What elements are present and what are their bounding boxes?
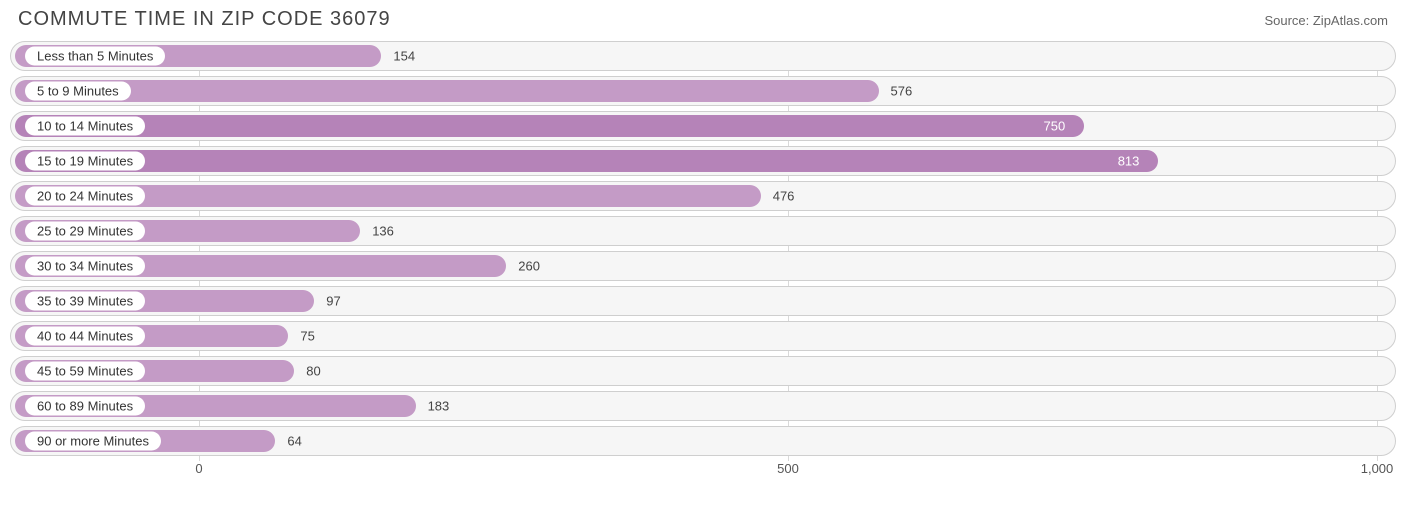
bar-row: 40 to 44 Minutes 75 xyxy=(10,321,1396,351)
bar-row: 45 to 59 Minutes 80 xyxy=(10,356,1396,386)
bars-container: Less than 5 Minutes 154 5 to 9 Minutes 576 1… xyxy=(10,41,1396,456)
bar-row: 15 to 19 Minutes 813 xyxy=(10,146,1396,176)
bar-row: 30 to 34 Minutes 260 xyxy=(10,251,1396,281)
value-label: 260 xyxy=(518,259,540,274)
bar xyxy=(15,80,879,102)
category-label: 5 to 9 Minutes xyxy=(25,82,131,101)
chart-source: Source: ZipAtlas.com xyxy=(1264,13,1388,28)
category-label: 60 to 89 Minutes xyxy=(25,397,145,416)
bar-row: 90 or more Minutes 64 xyxy=(10,426,1396,456)
chart-area: Less than 5 Minutes 154 5 to 9 Minutes 576 1… xyxy=(10,41,1396,483)
bar-row: 5 to 9 Minutes 576 xyxy=(10,76,1396,106)
value-label: 476 xyxy=(773,189,795,204)
chart-header: Commute Time in Zip Code 36079 Source: Z… xyxy=(0,0,1406,35)
category-label: 25 to 29 Minutes xyxy=(25,222,145,241)
bar-row: 25 to 29 Minutes 136 xyxy=(10,216,1396,246)
x-axis: 0 500 1,000 xyxy=(10,461,1396,483)
value-label: 183 xyxy=(428,399,450,414)
category-label: 45 to 59 Minutes xyxy=(25,362,145,381)
bar-row: 60 to 89 Minutes 183 xyxy=(10,391,1396,421)
category-label: 20 to 24 Minutes xyxy=(25,187,145,206)
value-label: 136 xyxy=(372,224,394,239)
value-label: 80 xyxy=(306,364,320,379)
value-label: 97 xyxy=(326,294,340,309)
x-tick: 0 xyxy=(195,461,202,476)
value-label: 75 xyxy=(300,329,314,344)
x-tick: 1,000 xyxy=(1361,461,1394,476)
x-tick: 500 xyxy=(777,461,799,476)
value-label: 813 xyxy=(1118,154,1140,169)
chart-title: Commute Time in Zip Code 36079 xyxy=(18,8,391,31)
bar-row: 35 to 39 Minutes 97 xyxy=(10,286,1396,316)
category-label: 15 to 19 Minutes xyxy=(25,152,145,171)
bar-row: 10 to 14 Minutes 750 xyxy=(10,111,1396,141)
value-label: 64 xyxy=(287,434,301,449)
category-label: 10 to 14 Minutes xyxy=(25,117,145,136)
category-label: 35 to 39 Minutes xyxy=(25,292,145,311)
value-label: 750 xyxy=(1044,119,1066,134)
bar-row: Less than 5 Minutes 154 xyxy=(10,41,1396,71)
category-label: 90 or more Minutes xyxy=(25,432,161,451)
category-label: 30 to 34 Minutes xyxy=(25,257,145,276)
bar-row: 20 to 24 Minutes 476 xyxy=(10,181,1396,211)
bar xyxy=(15,115,1084,137)
category-label: 40 to 44 Minutes xyxy=(25,327,145,346)
value-label: 154 xyxy=(393,49,415,64)
category-label: Less than 5 Minutes xyxy=(25,47,165,66)
bar xyxy=(15,150,1158,172)
value-label: 576 xyxy=(891,84,913,99)
